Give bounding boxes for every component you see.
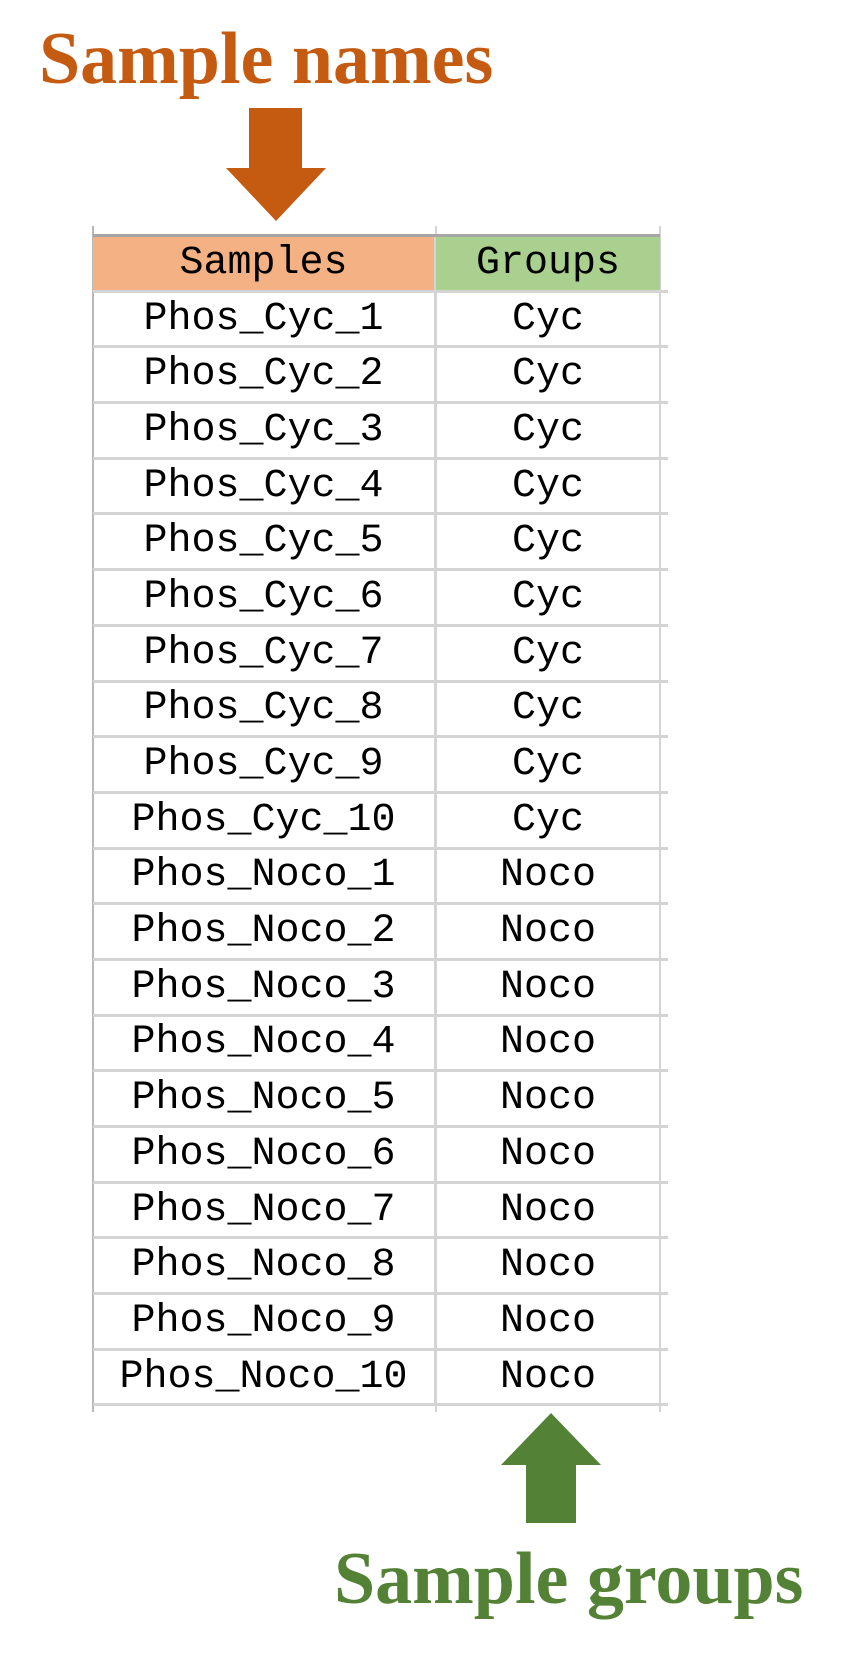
table-row: Phos_Cyc_9 Cyc [93, 738, 668, 794]
sample-cell[interactable]: Phos_Noco_5 [93, 1072, 436, 1125]
table-row: Phos_Cyc_5 Cyc [93, 515, 668, 572]
header-row: Samples Groups [93, 237, 668, 293]
header-samples[interactable]: Samples [93, 237, 436, 290]
group-cell[interactable]: Cyc [511, 574, 584, 620]
group-cell[interactable]: Cyc [511, 463, 584, 509]
grid-line [659, 226, 661, 1412]
sample-cell[interactable]: Phos_Noco_1 [93, 849, 436, 903]
sample-cell[interactable]: Phos_Noco_8 [93, 1239, 436, 1293]
samples-table: Samples Groups Phos_Cyc_1 Cyc Phos_Cyc_2 Cy… [93, 234, 668, 1407]
table-row: Phos_Noco_6 Noco [93, 1128, 668, 1184]
table-row: Phos_Cyc_10 Cyc [93, 793, 668, 850]
group-cell[interactable]: Cyc [511, 352, 584, 398]
table-row: Phos_Cyc_7 Cyc [93, 626, 668, 683]
group-cell[interactable]: Cyc [511, 519, 584, 565]
group-cell[interactable]: Noco [499, 1020, 596, 1066]
table-row: Phos_Cyc_3 Cyc [93, 404, 668, 460]
sample-cell[interactable]: Phos_Noco_4 [93, 1016, 436, 1070]
arrow-up-icon [501, 1413, 601, 1523]
grid-line [435, 226, 437, 1412]
group-cell[interactable]: Noco [499, 1243, 596, 1289]
sample-cell[interactable]: Phos_Cyc_5 [93, 515, 436, 569]
table-row: Phos_Noco_9 Noco [93, 1295, 668, 1351]
sample-cell[interactable]: Phos_Noco_6 [93, 1128, 436, 1181]
group-cell[interactable]: Cyc [511, 686, 584, 732]
table-row: Phos_Cyc_4 Cyc [93, 459, 668, 516]
group-cell[interactable]: Noco [499, 909, 596, 955]
sample-cell[interactable]: Phos_Cyc_10 [93, 793, 436, 847]
group-cell[interactable]: Cyc [511, 296, 584, 342]
sample-cell[interactable]: Phos_Cyc_6 [93, 571, 436, 624]
table-row: Phos_Noco_1 Noco [93, 849, 668, 906]
sample-cell[interactable]: Phos_Cyc_3 [93, 404, 436, 457]
group-cell[interactable]: Noco [499, 1131, 596, 1177]
table-row: Phos_Noco_4 Noco [93, 1016, 668, 1073]
sample-cell[interactable]: Phos_Cyc_1 [93, 292, 436, 346]
sample-cell[interactable]: Phos_Cyc_7 [93, 626, 436, 680]
table-row: Phos_Noco_10 Noco [93, 1350, 668, 1407]
table-row: Phos_Noco_2 Noco [93, 905, 668, 961]
group-cell[interactable]: Noco [499, 964, 596, 1010]
group-cell[interactable]: Cyc [511, 630, 584, 676]
table-row: Phos_Cyc_1 Cyc [93, 292, 668, 349]
group-cell[interactable]: Cyc [511, 742, 584, 788]
group-cell[interactable]: Cyc [511, 407, 584, 453]
table-row: Phos_Noco_8 Noco [93, 1239, 668, 1296]
grid-line [92, 226, 94, 1412]
group-cell[interactable]: Noco [499, 853, 596, 899]
sample-cell[interactable]: Phos_Noco_3 [93, 960, 436, 1014]
sample-cell[interactable]: Phos_Cyc_9 [93, 738, 436, 791]
header-groups[interactable]: Groups [436, 237, 660, 290]
sample-groups-label: Sample groups [334, 1538, 804, 1620]
table-row: Phos_Noco_7 Noco [93, 1183, 668, 1240]
sample-names-label: Sample names [39, 18, 494, 100]
table-row: Phos_Cyc_6 Cyc [93, 571, 668, 627]
group-cell[interactable]: Noco [499, 1076, 596, 1122]
sample-cell[interactable]: Phos_Noco_2 [93, 905, 436, 958]
table-row: Phos_Cyc_8 Cyc [93, 682, 668, 739]
sample-cell[interactable]: Phos_Noco_10 [93, 1350, 436, 1404]
sample-cell[interactable]: Phos_Noco_7 [93, 1183, 436, 1237]
sample-cell[interactable]: Phos_Cyc_2 [93, 348, 436, 402]
table-row: Phos_Noco_3 Noco [93, 960, 668, 1017]
table-row: Phos_Cyc_2 Cyc [93, 348, 668, 405]
group-cell[interactable]: Noco [499, 1187, 596, 1233]
sample-cell[interactable]: Phos_Cyc_8 [93, 682, 436, 736]
table-row: Phos_Noco_5 Noco [93, 1072, 668, 1128]
group-cell[interactable]: Noco [499, 1354, 596, 1400]
sample-cell[interactable]: Phos_Noco_9 [93, 1295, 436, 1348]
group-cell[interactable]: Cyc [511, 797, 584, 843]
arrow-down-icon [226, 108, 326, 221]
sample-cell[interactable]: Phos_Cyc_4 [93, 459, 436, 513]
group-cell[interactable]: Noco [499, 1298, 596, 1344]
